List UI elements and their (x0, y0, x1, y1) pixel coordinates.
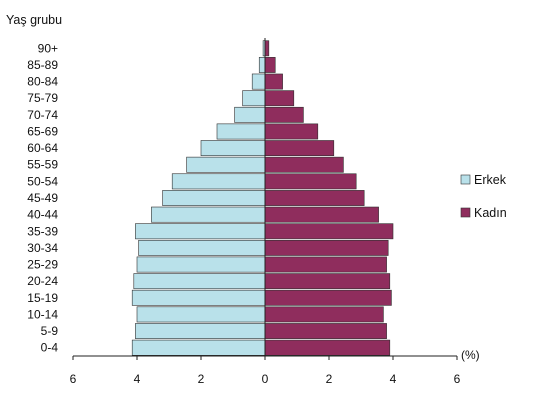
legend-swatch-erkek (460, 174, 471, 185)
x-tick-label: 6 (70, 372, 77, 386)
bar-erkek-65-69 (216, 123, 266, 140)
bar-erkek-30-34 (138, 239, 266, 256)
category-label-55-59: 55-59 (27, 158, 58, 172)
bar-erkek-50-54 (171, 173, 266, 190)
bar-kadin-45-49 (264, 190, 365, 206)
bar-kadin-5-9 (264, 323, 387, 339)
category-label-60-64: 60-64 (27, 141, 58, 155)
chart-title: Yaş grubu (6, 13, 62, 27)
legend-label-kadin: Kadın (474, 206, 507, 220)
bar-kadin-60-64 (264, 140, 335, 157)
bar-kadin-15-19 (264, 289, 392, 306)
bar-kadin-20-24 (264, 273, 391, 290)
bar-kadin-10-14 (264, 306, 384, 323)
category-label-70-74: 70-74 (27, 108, 58, 122)
category-label-40-44: 40-44 (27, 208, 58, 222)
category-label-25-29: 25-29 (27, 258, 58, 272)
legend: Erkek Kadın (460, 173, 507, 220)
bar-erkek-70-74 (234, 106, 266, 123)
category-label-45-49: 45-49 (27, 191, 58, 205)
x-axis-unit-label: (%) (461, 348, 480, 362)
x-tick-label: 6 (454, 372, 461, 386)
category-label-30-34: 30-34 (27, 241, 58, 255)
category-label-80-84: 80-84 (27, 75, 58, 89)
bar-kadin-80-84 (264, 73, 283, 90)
bar-erkek-40-44 (151, 206, 266, 223)
bar-erkek-55-59 (186, 156, 266, 173)
category-label-50-54: 50-54 (27, 174, 58, 188)
bar-erkek-20-24 (133, 273, 266, 290)
bar-kadin-25-29 (264, 256, 387, 273)
bar-kadin-85-89 (264, 57, 276, 73)
bar-kadin-90plus (264, 40, 270, 57)
bar-erkek-80-84 (251, 73, 266, 90)
category-label-35-39: 35-39 (27, 224, 58, 238)
bar-kadin-30-34 (264, 239, 389, 256)
x-tick-label: 0 (262, 372, 269, 386)
bar-erkek-35-39 (135, 223, 266, 240)
category-label-0-4: 0-4 (41, 341, 59, 355)
category-labels: 0-4 5-9 10-14 15-19 20-24 25-29 30-34 35-39 40-4… (27, 41, 58, 354)
category-label-15-19: 15-19 (27, 291, 58, 305)
x-axis: 6 4 2 0 2 4 6 (70, 38, 461, 386)
bar-erkek-0-4 (131, 339, 266, 356)
x-tick-label: 2 (326, 372, 333, 386)
bar-kadin-75-79 (264, 90, 295, 107)
bar-erkek-25-29 (136, 256, 266, 273)
bar-erkek-15-19 (131, 289, 266, 306)
category-label-65-69: 65-69 (27, 124, 58, 138)
bar-kadin-0-4 (264, 339, 391, 356)
category-label-5-9: 5-9 (41, 324, 59, 338)
legend-label-erkek: Erkek (474, 173, 507, 187)
category-label-10-14: 10-14 (27, 307, 58, 321)
x-tick-label: 4 (134, 372, 141, 386)
bar-erkek-60-64 (200, 140, 266, 157)
category-label-20-24: 20-24 (27, 274, 58, 288)
x-tick-label: 2 (198, 372, 205, 386)
bar-kadin-65-69 (264, 123, 319, 140)
bar-erkek-85-89 (258, 57, 266, 73)
x-tick-label: 4 (390, 372, 397, 386)
category-label-85-89: 85-89 (27, 58, 58, 72)
bar-kadin-50-54 (264, 173, 357, 190)
bar-kadin-70-74 (264, 106, 304, 123)
bar-erkek-10-14 (136, 306, 266, 323)
bar-kadin-35-39 (264, 223, 394, 240)
bar-kadin-55-59 (264, 156, 344, 173)
category-label-90plus: 90+ (38, 41, 58, 55)
bar-erkek-75-79 (242, 90, 266, 107)
bar-erkek-45-49 (162, 190, 266, 206)
legend-swatch-kadin (460, 207, 471, 218)
bar-erkek-5-9 (135, 323, 266, 339)
bar-kadin-40-44 (264, 206, 379, 223)
category-label-75-79: 75-79 (27, 91, 58, 105)
bars-group (131, 40, 394, 356)
